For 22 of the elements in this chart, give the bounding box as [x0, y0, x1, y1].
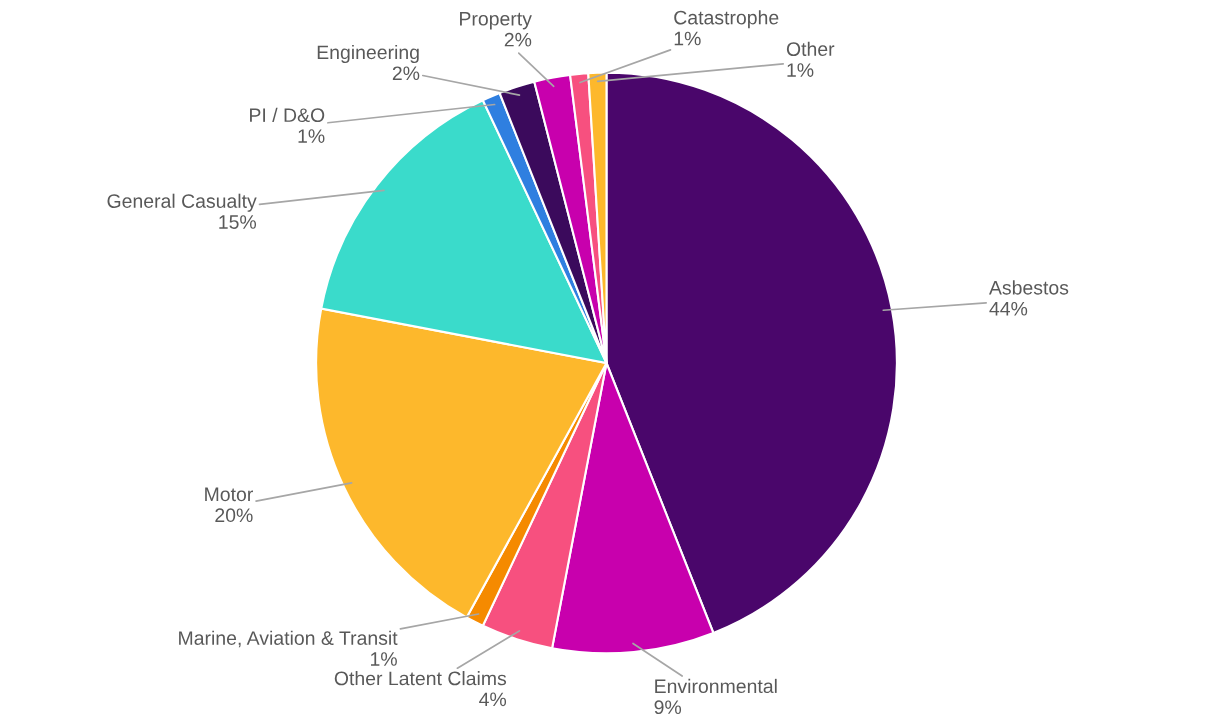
slice-label: Motor [205, 487, 253, 502]
data-label: 4% [479, 692, 507, 707]
slice-label: Engineering [317, 44, 419, 64]
slice-label: Other Latent Claims [334, 671, 507, 686]
data-label: 2% [392, 66, 420, 81]
slice-label: Environmental [655, 678, 777, 694]
data-label: 2% [504, 32, 532, 47]
data-label: 20% [215, 508, 253, 523]
slice-label: General Casualty [107, 193, 257, 212]
slice-label: Marine, Aviation & Transit [179, 630, 398, 648]
data-label: 15% [219, 215, 257, 229]
data-label: 44% [989, 301, 1028, 316]
data-label: 1% [787, 63, 814, 77]
data-label: 1% [371, 652, 397, 666]
data-label: 1% [298, 129, 325, 143]
slice-label: Catastrophe [674, 10, 779, 29]
slice-label: PI / D&O [250, 107, 325, 123]
data-label: 1% [674, 31, 701, 46]
data-label: 9% [654, 700, 682, 715]
slice-label: Other [786, 41, 835, 57]
slice-label: Property [460, 12, 532, 30]
slice-label: Asbestos [988, 280, 1069, 295]
